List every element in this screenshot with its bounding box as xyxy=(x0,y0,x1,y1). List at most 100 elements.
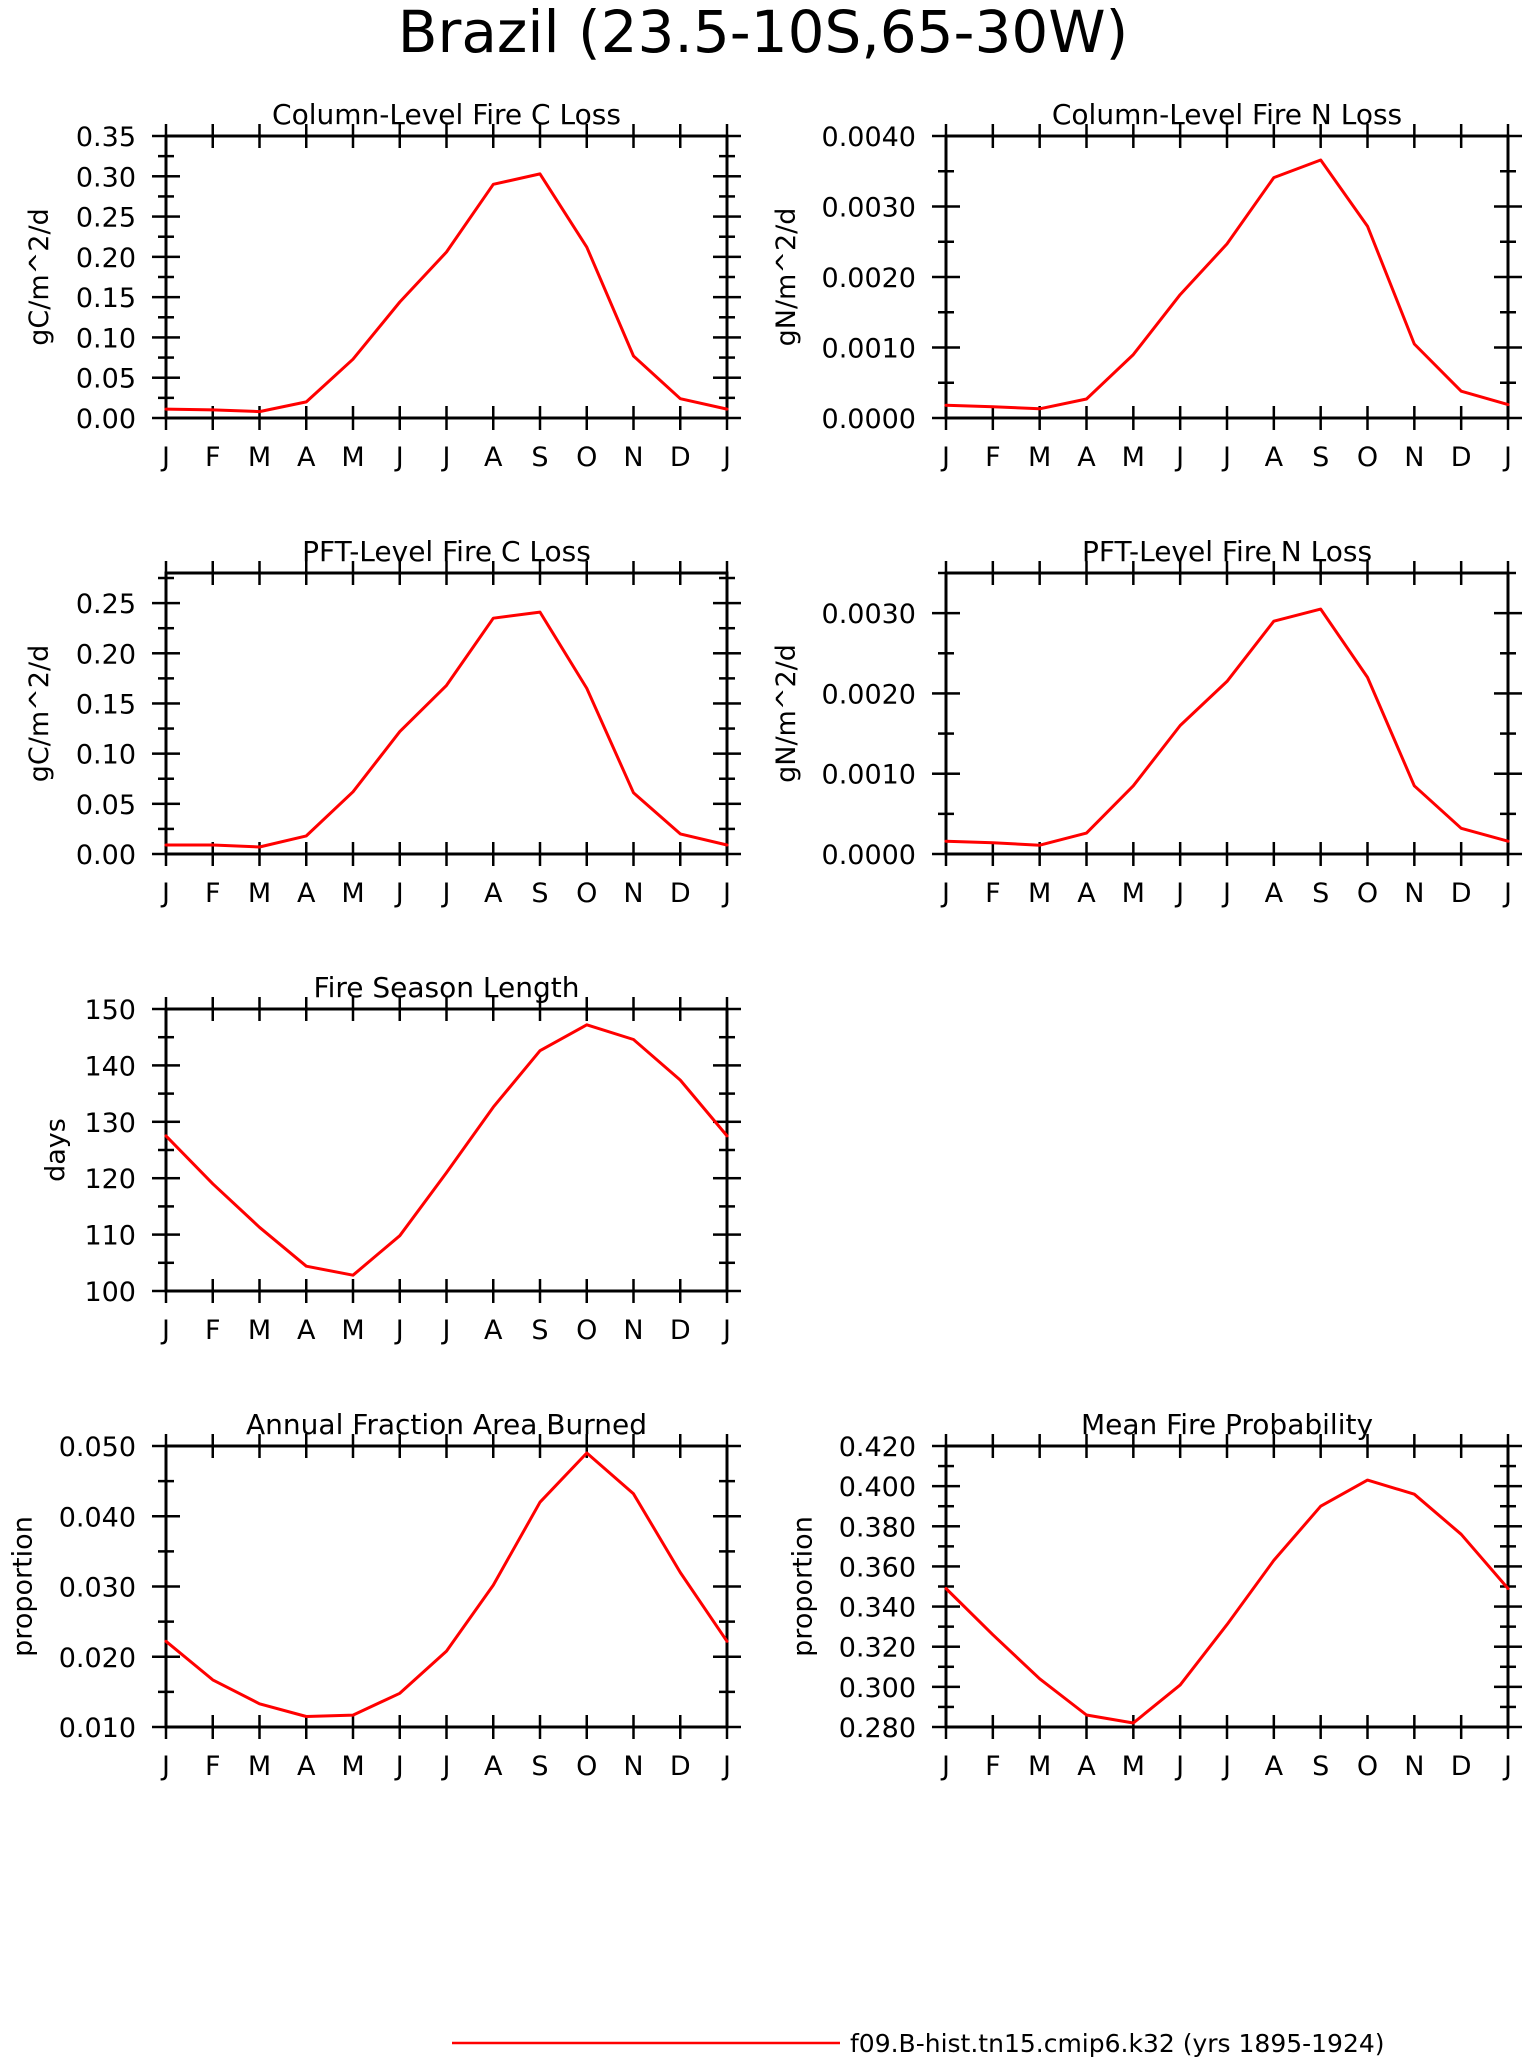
plot-frame xyxy=(164,134,729,420)
figure-title: Brazil (23.5-10S,65-30W) xyxy=(398,0,1129,66)
x-tick-label: N xyxy=(623,442,643,473)
x-tick-label: J xyxy=(721,878,731,909)
x-tick-label: M xyxy=(1122,442,1145,473)
x-tick-label: M xyxy=(248,442,271,473)
x-tick-label: D xyxy=(670,1315,691,1346)
x-tick-label: N xyxy=(1404,878,1424,909)
y-tick-label: 0.420 xyxy=(839,1432,916,1463)
x-tick-label: A xyxy=(484,878,503,909)
legend: f09.B-hist.tn15.cmip6.k32 (yrs 1895-1924… xyxy=(452,2029,1385,2058)
x-tick-label: J xyxy=(441,1315,451,1346)
x-tick-label: M xyxy=(341,1751,364,1782)
x-tick-label: N xyxy=(623,1751,643,1782)
x-tick-label: J xyxy=(441,442,451,473)
x-tick-label: F xyxy=(205,878,221,909)
plot-frame xyxy=(944,1444,1510,1729)
x-tick-label: A xyxy=(1265,878,1284,909)
x-tick-label: J xyxy=(1502,1751,1512,1782)
x-tick-label: S xyxy=(1312,442,1329,473)
plot-frame xyxy=(164,1444,729,1729)
x-tick-label: A xyxy=(297,1751,316,1782)
x-tick-label: A xyxy=(484,1751,503,1782)
x-tick-label: M xyxy=(248,1751,271,1782)
y-tick-label: 0.280 xyxy=(839,1713,916,1744)
x-tick-label: S xyxy=(531,878,548,909)
y-tick-label: 0.25 xyxy=(76,203,136,234)
y-tick-label: 0.0040 xyxy=(822,122,916,153)
x-tick-label: J xyxy=(1502,442,1512,473)
y-axis-label: gC/m^2/d xyxy=(24,645,55,782)
y-tick-label: 0.10 xyxy=(76,740,136,771)
y-tick-label: 0.320 xyxy=(839,1633,916,1664)
y-tick-label: 0.05 xyxy=(76,790,136,821)
x-tick-label: N xyxy=(623,1315,643,1346)
y-tick-label: 0.0030 xyxy=(822,599,916,630)
y-tick-label: 0.0010 xyxy=(822,760,916,791)
series-line xyxy=(944,158,1510,411)
series-line xyxy=(164,1451,729,1718)
y-tick-label: 120 xyxy=(84,1164,136,1195)
x-tick-label: J xyxy=(160,1315,170,1346)
x-tick-label: A xyxy=(297,878,316,909)
x-tick-label: N xyxy=(1404,442,1424,473)
x-tick-label: D xyxy=(670,442,691,473)
x-tick-label: M xyxy=(1028,442,1051,473)
x-tick-label: O xyxy=(1357,442,1378,473)
x-tick-label: O xyxy=(576,1315,597,1346)
x-tick-label: F xyxy=(205,442,221,473)
y-tick-label: 0.0000 xyxy=(822,404,916,435)
x-tick-label: O xyxy=(576,878,597,909)
x-tick-label: F xyxy=(205,1315,221,1346)
x-tick-label: A xyxy=(297,442,316,473)
y-tick-label: 0.0020 xyxy=(822,263,916,294)
x-tick-label: S xyxy=(531,1751,548,1782)
x-tick-label: A xyxy=(297,1315,316,1346)
x-tick-label: J xyxy=(160,878,170,909)
y-axis-label: proportion xyxy=(8,1516,39,1657)
x-tick-label: S xyxy=(531,442,548,473)
x-tick-label: A xyxy=(484,442,503,473)
x-tick-label: J xyxy=(394,1751,404,1782)
y-tick-label: 0.30 xyxy=(76,162,136,193)
y-tick-label: 0.20 xyxy=(76,639,136,670)
x-tick-label: M xyxy=(341,442,364,473)
x-tick-label: J xyxy=(394,1315,404,1346)
x-tick-label: M xyxy=(248,1315,271,1346)
y-axis-label: proportion xyxy=(788,1516,819,1657)
x-tick-label: S xyxy=(1312,878,1329,909)
x-tick-label: J xyxy=(1174,442,1184,473)
x-tick-label: D xyxy=(670,878,691,909)
x-tick-label: D xyxy=(1451,878,1472,909)
x-tick-label: A xyxy=(484,1315,503,1346)
x-tick-label: J xyxy=(940,878,950,909)
legend-label: f09.B-hist.tn15.cmip6.k32 (yrs 1895-1924… xyxy=(850,2029,1385,2058)
x-tick-label: S xyxy=(1312,1751,1329,1782)
x-tick-label: J xyxy=(1221,1751,1231,1782)
x-tick-label: M xyxy=(1028,1751,1051,1782)
series-line xyxy=(944,607,1510,847)
x-tick-label: N xyxy=(623,878,643,909)
x-tick-label: O xyxy=(1357,878,1378,909)
y-tick-label: 0.10 xyxy=(76,323,136,354)
y-axis-label: gN/m^2/d xyxy=(771,208,802,347)
y-tick-label: 100 xyxy=(84,1277,136,1308)
plot-frame xyxy=(944,571,1510,856)
y-tick-label: 0.15 xyxy=(76,689,136,720)
x-tick-label: F xyxy=(985,442,1001,473)
y-tick-label: 0.0030 xyxy=(822,193,916,224)
series-line xyxy=(164,1023,729,1277)
x-tick-label: J xyxy=(394,878,404,909)
x-tick-label: J xyxy=(1502,878,1512,909)
x-tick-label: J xyxy=(1221,442,1231,473)
y-tick-label: 0.380 xyxy=(839,1512,916,1543)
plot-frame xyxy=(944,134,1510,420)
series-line xyxy=(164,172,729,414)
x-tick-label: S xyxy=(531,1315,548,1346)
x-tick-label: M xyxy=(1122,878,1145,909)
y-tick-label: 0.360 xyxy=(839,1552,916,1583)
x-tick-label: A xyxy=(1265,1751,1284,1782)
y-tick-label: 0.0000 xyxy=(822,840,916,871)
